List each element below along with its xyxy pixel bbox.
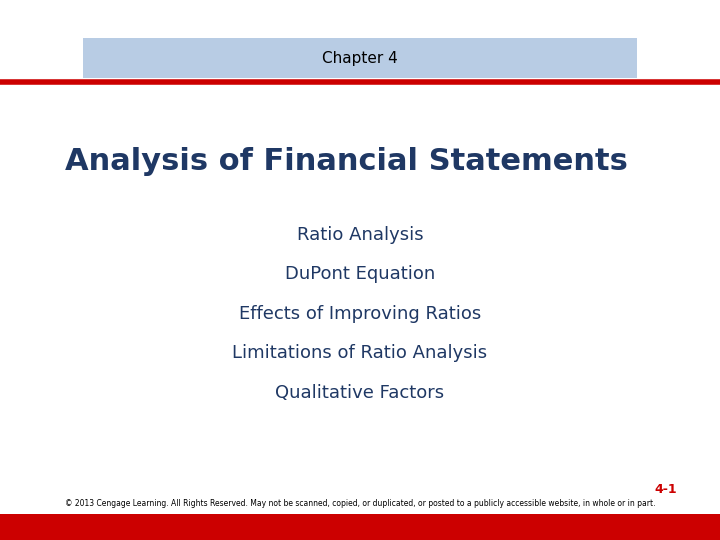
Text: 4-1: 4-1 [654, 483, 677, 496]
Text: © 2013 Cengage Learning. All Rights Reserved. May not be scanned, copied, or dup: © 2013 Cengage Learning. All Rights Rese… [65, 499, 655, 508]
Text: Ratio Analysis: Ratio Analysis [297, 226, 423, 244]
Text: Effects of Improving Ratios: Effects of Improving Ratios [239, 305, 481, 323]
Text: DuPont Equation: DuPont Equation [285, 265, 435, 284]
Text: Chapter 4: Chapter 4 [322, 51, 398, 65]
Text: Analysis of Financial Statements: Analysis of Financial Statements [65, 147, 628, 177]
FancyBboxPatch shape [0, 514, 720, 540]
Text: Limitations of Ratio Analysis: Limitations of Ratio Analysis [233, 344, 487, 362]
Text: Qualitative Factors: Qualitative Factors [276, 383, 444, 402]
FancyBboxPatch shape [83, 38, 637, 78]
